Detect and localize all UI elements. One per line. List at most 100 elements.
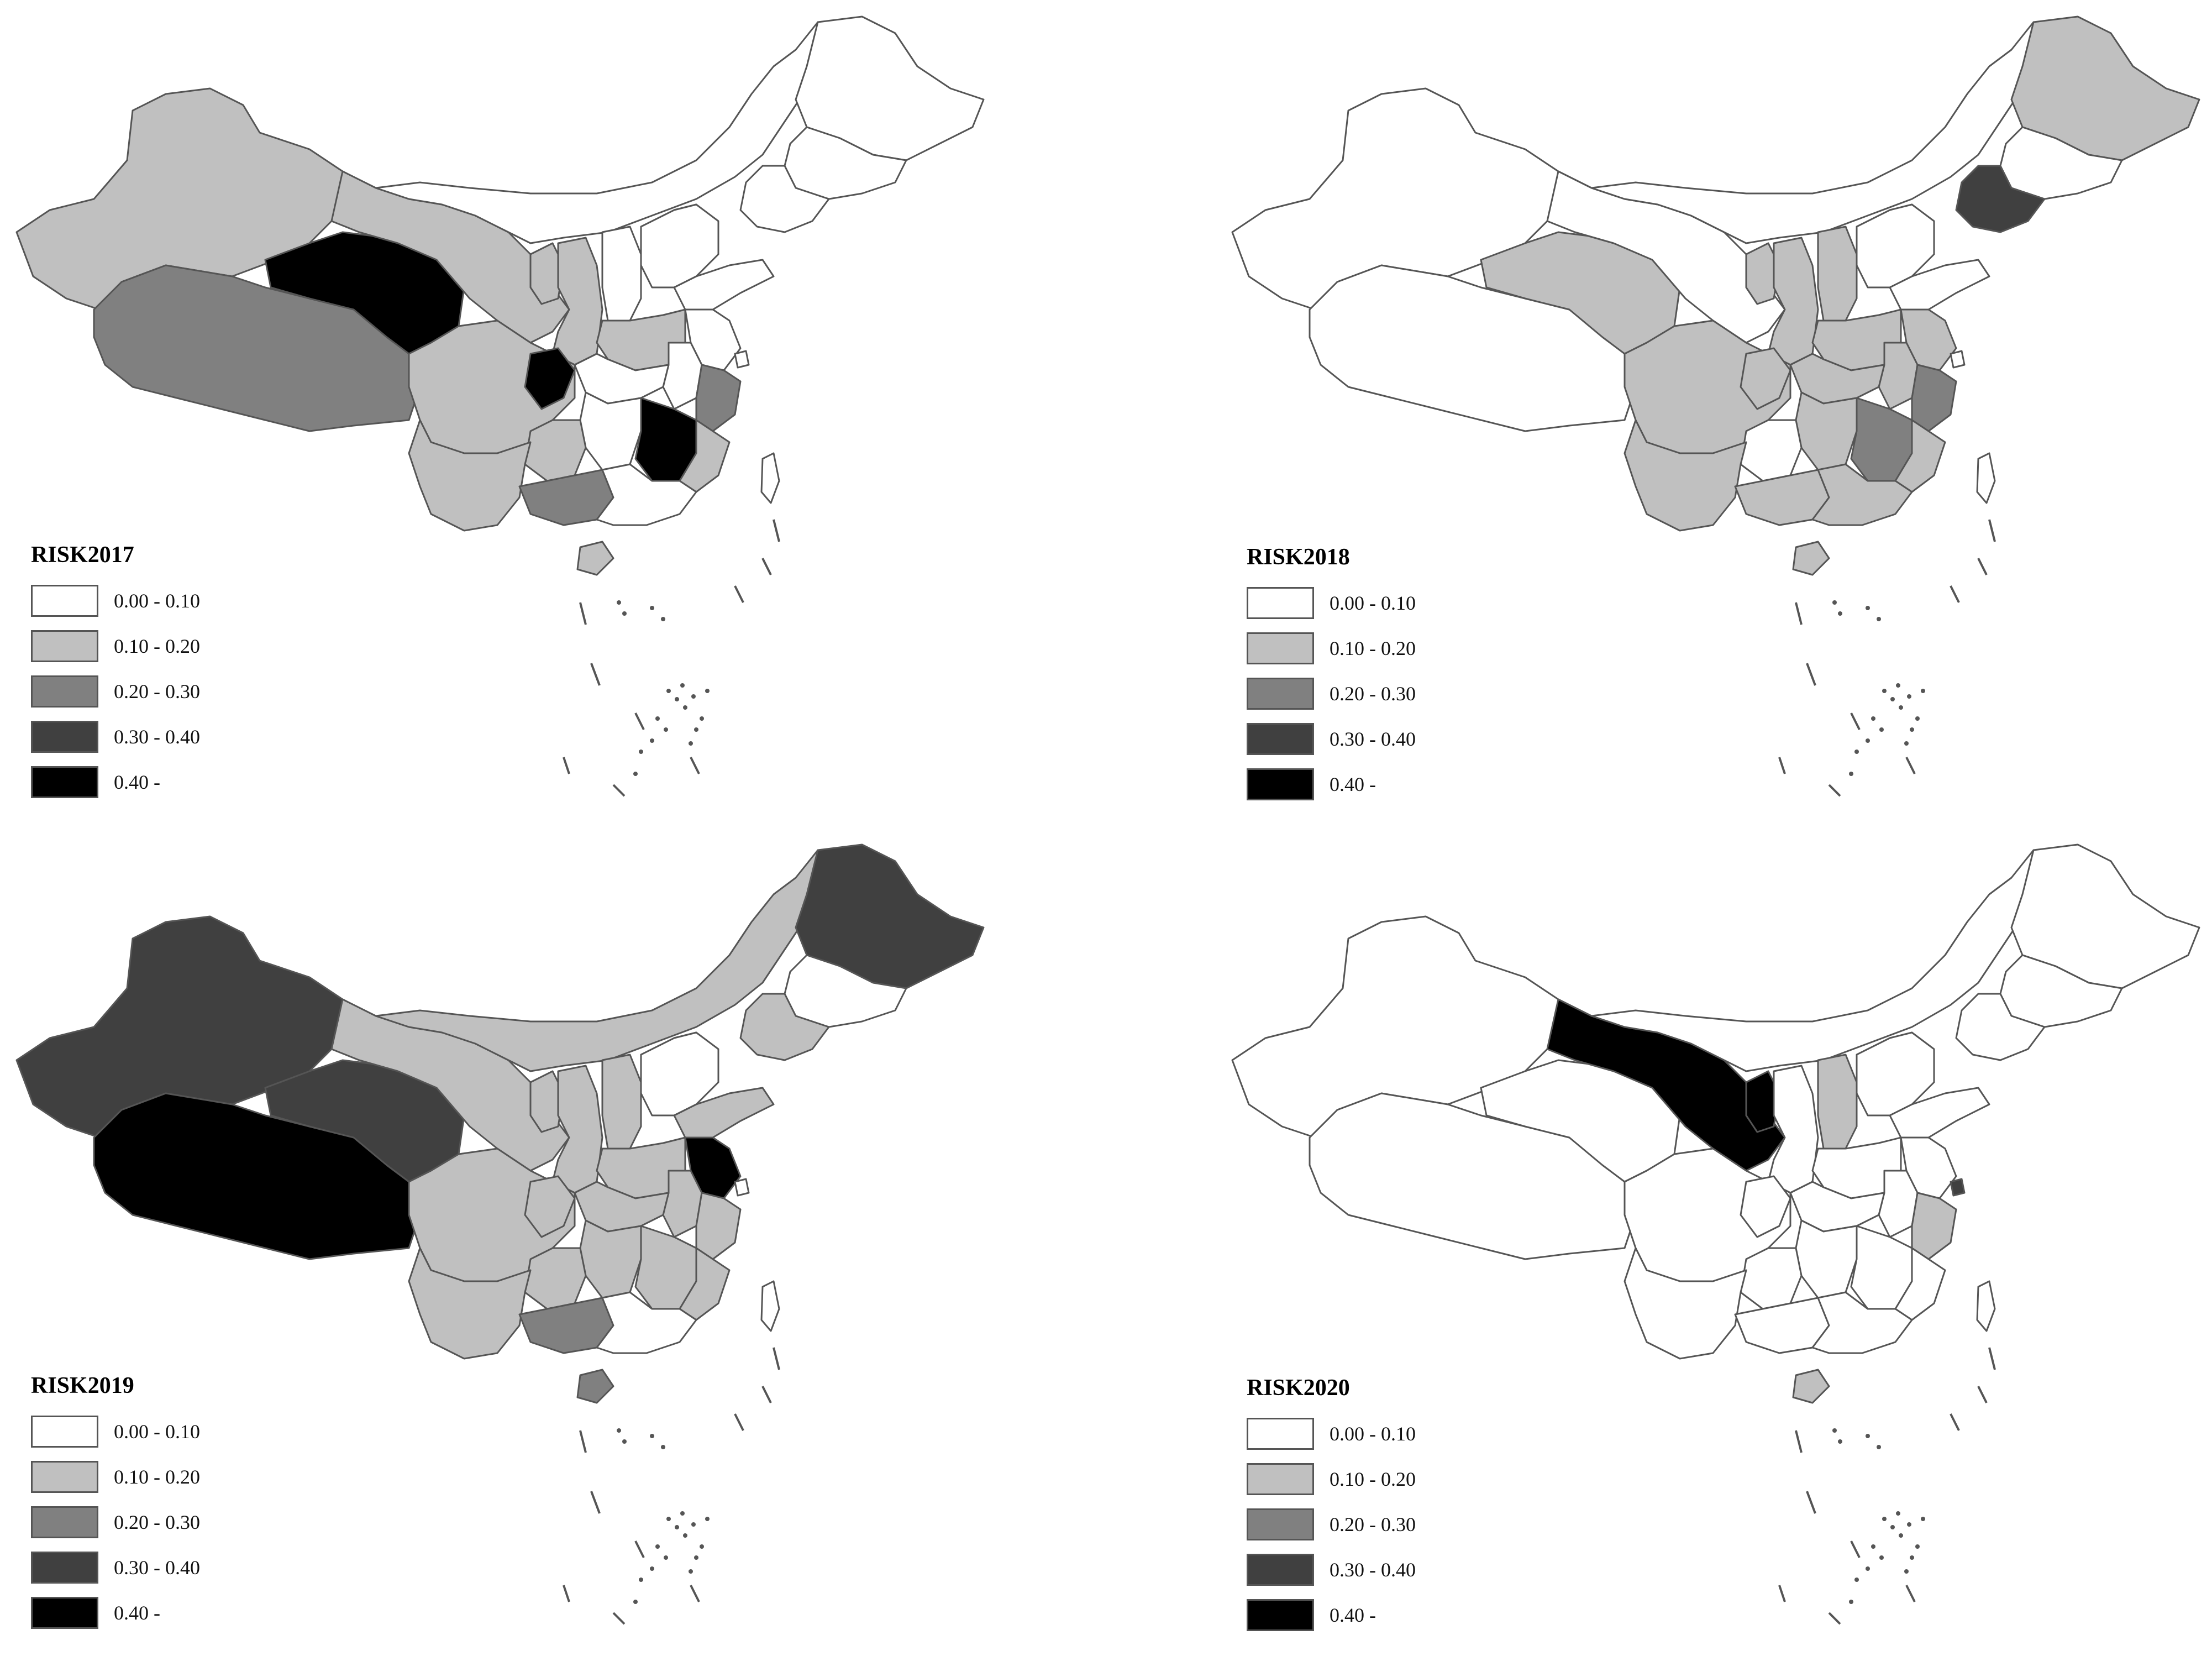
region-shanghai: [1950, 350, 1966, 369]
island-dot: [694, 1555, 698, 1560]
boundary-dash: [1778, 757, 1786, 774]
legend-label: 0.30 - 0.40: [1330, 1559, 1416, 1581]
region-guizhou: [524, 419, 587, 482]
boundary-dash: [1850, 712, 1861, 730]
region-taiwan: [1976, 1280, 1996, 1332]
region-guizhou: [524, 1247, 587, 1310]
legend-swatch: [31, 766, 98, 798]
choropleth-map: [15, 15, 985, 797]
legend-swatch: [31, 721, 98, 753]
boundary-dash: [1806, 663, 1816, 686]
island-dot: [1921, 689, 1925, 693]
island-dot: [675, 1525, 679, 1529]
island-dot: [1915, 1544, 1920, 1549]
island-dot: [1854, 750, 1859, 754]
boundary-dash: [590, 1491, 601, 1514]
island-dot: [1879, 727, 1884, 732]
island-dot: [1866, 1434, 1870, 1438]
region-hebei: [1856, 203, 1935, 289]
legend-label: 0.00 - 0.10: [114, 590, 200, 612]
island-dot: [694, 727, 698, 732]
island-dot: [650, 738, 654, 743]
region-guangdong: [1811, 463, 1913, 526]
island-dot: [1871, 1544, 1875, 1549]
island-dot: [675, 697, 679, 701]
island-dot: [639, 750, 643, 754]
island-dot: [617, 1428, 621, 1433]
region-chongqing: [524, 347, 576, 410]
region-yunnan: [408, 419, 532, 532]
boundary-dash: [734, 1413, 744, 1431]
boundary-dash: [1988, 519, 1996, 542]
region-heilongjiang: [2010, 843, 2200, 989]
island-dot: [661, 1445, 665, 1449]
region-hainan: [576, 1369, 614, 1404]
legend-label: 0.10 - 0.20: [1330, 1468, 1416, 1490]
boundary-dash: [1905, 757, 1916, 774]
region-hebei: [640, 1031, 719, 1117]
island-dot: [1904, 1569, 1909, 1574]
boundary-dash: [761, 1386, 772, 1403]
region-ningxia: [1745, 242, 1780, 305]
legend-label: 0.00 - 0.10: [1330, 592, 1416, 614]
region-zhejiang: [695, 1192, 742, 1260]
island-dot: [655, 716, 660, 721]
region-hunan: [579, 391, 642, 471]
island-dot: [1854, 1578, 1859, 1582]
legend-label: 0.20 - 0.30: [114, 680, 200, 703]
island-dot: [1877, 617, 1881, 621]
region-heilongjiang: [795, 843, 985, 989]
boundary-dash: [690, 757, 700, 774]
region-heilongjiang: [795, 15, 985, 161]
island-dot: [1890, 1525, 1895, 1529]
region-shanghai: [1950, 1178, 1966, 1197]
choropleth-map: [15, 843, 985, 1625]
region-zhejiang: [695, 364, 742, 432]
island-dot: [689, 741, 693, 746]
region-hainan: [1792, 541, 1830, 576]
boundary-dash: [734, 585, 744, 603]
region-liaoning: [739, 165, 830, 233]
legend-label: 0.20 - 0.30: [1330, 1513, 1416, 1536]
legend-label: 0.40 -: [1330, 1604, 1376, 1626]
legend-label: 0.30 - 0.40: [114, 726, 200, 748]
island-dot: [705, 1517, 710, 1521]
island-dot: [1832, 600, 1837, 605]
region-shanxi: [1817, 226, 1858, 322]
region-hebei: [1856, 1031, 1935, 1117]
region-jilin: [784, 126, 907, 200]
south-china-sea-islands: [563, 519, 780, 797]
island-dot: [1910, 1555, 1914, 1560]
region-fujian: [1894, 1247, 1946, 1321]
island-dot: [691, 694, 696, 699]
boundary-dash: [1795, 602, 1803, 625]
boundary-dash: [579, 602, 587, 625]
island-dot: [1882, 689, 1887, 693]
island-dot: [639, 1578, 643, 1582]
map-panel-2017: RISK2017 0.00 - 0.10 0.10 - 0.20 0.20 - …: [0, 0, 1105, 828]
legend-title: RISK2019: [31, 1373, 134, 1398]
island-dot: [666, 1517, 671, 1521]
legend-swatch: [31, 1552, 98, 1584]
island-dot: [664, 1555, 668, 1560]
south-china-sea-islands: [563, 1347, 780, 1625]
map-regions: [1231, 15, 2200, 797]
island-dot: [680, 1511, 685, 1516]
boundary-dash: [612, 1612, 626, 1625]
legend-swatch: [31, 1506, 98, 1538]
island-dot: [1838, 611, 1842, 616]
region-guizhou: [1740, 419, 1803, 482]
choropleth-map: [1231, 15, 2200, 797]
legend-swatch: [31, 675, 98, 708]
island-dot: [1890, 697, 1895, 701]
region-fujian: [679, 1247, 731, 1321]
region-shanxi: [601, 1054, 642, 1150]
island-dot: [1921, 1517, 1925, 1521]
region-taiwan: [1976, 452, 1996, 504]
region-jilin: [1999, 954, 2123, 1028]
south-china-sea-islands: [1778, 519, 1996, 797]
island-dot: [1915, 716, 1920, 721]
region-jilin: [1999, 126, 2123, 200]
legend-swatch: [1247, 1508, 1314, 1540]
region-jilin: [784, 954, 907, 1028]
